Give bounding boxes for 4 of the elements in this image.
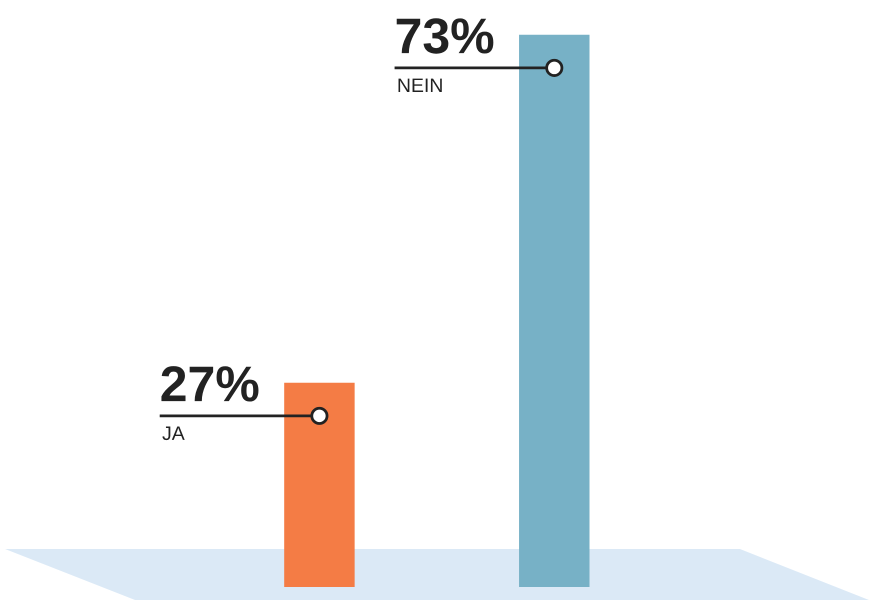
text: JA bbox=[162, 426, 185, 440]
data-label: 27% bbox=[161, 366, 258, 402]
annotation: NEIN bbox=[398, 78, 442, 92]
data-label: 73% bbox=[396, 18, 494, 54]
